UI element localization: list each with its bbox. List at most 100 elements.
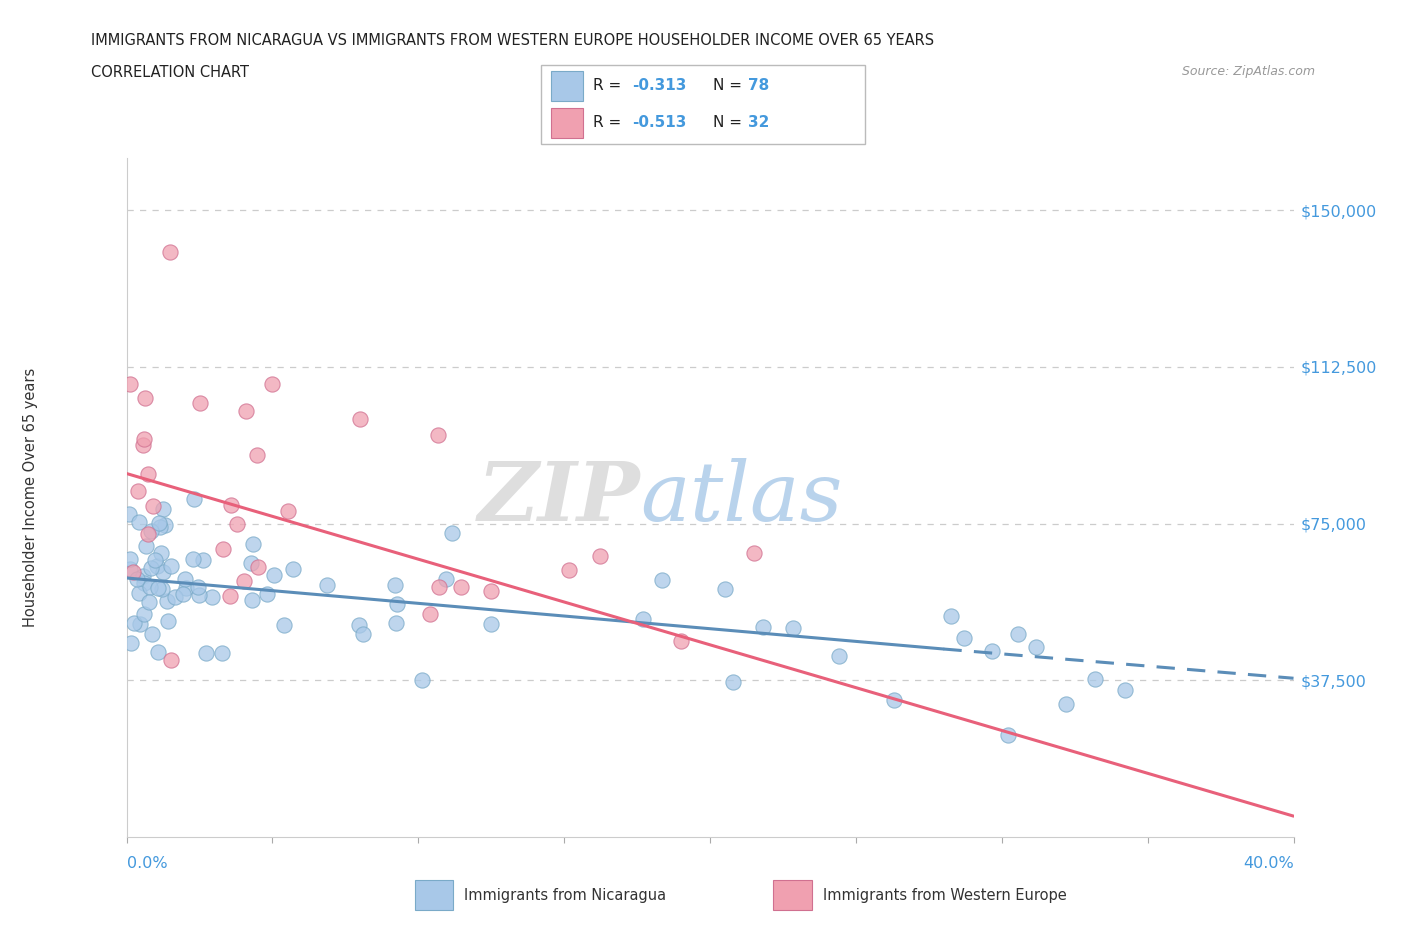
Text: ZIP: ZIP	[478, 458, 640, 538]
Point	[349, 412, 371, 427]
Text: 32: 32	[748, 115, 769, 130]
Point	[246, 447, 269, 462]
Point	[136, 466, 159, 481]
FancyBboxPatch shape	[551, 71, 583, 100]
Point	[149, 546, 172, 561]
Point	[201, 590, 224, 604]
Point	[134, 391, 156, 405]
Text: Source: ZipAtlas.com: Source: ZipAtlas.com	[1181, 65, 1315, 78]
Point	[440, 525, 463, 540]
Point	[127, 484, 149, 498]
Point	[181, 551, 204, 566]
Point	[136, 526, 159, 541]
Point	[160, 559, 183, 574]
Point	[479, 617, 502, 631]
Point	[1025, 640, 1047, 655]
Text: Immigrants from Nicaragua: Immigrants from Nicaragua	[464, 887, 666, 903]
Point	[669, 633, 692, 648]
Point	[128, 515, 150, 530]
Text: N =: N =	[713, 78, 747, 93]
Point	[139, 560, 162, 575]
Text: N =: N =	[713, 115, 747, 130]
Point	[143, 552, 166, 567]
Point	[263, 568, 285, 583]
Point	[557, 563, 579, 578]
Point	[141, 627, 163, 642]
Point	[385, 597, 408, 612]
Point	[262, 377, 284, 392]
Text: 40.0%: 40.0%	[1243, 856, 1294, 870]
Point	[186, 579, 208, 594]
Point	[981, 644, 1004, 658]
Point	[122, 616, 145, 631]
Point	[142, 499, 165, 514]
Point	[721, 674, 744, 689]
Point	[1007, 627, 1029, 642]
Point	[352, 626, 374, 641]
Point	[173, 571, 195, 586]
Point	[211, 541, 233, 556]
Text: R =: R =	[593, 78, 626, 93]
Point	[122, 565, 145, 579]
Point	[434, 571, 457, 586]
Text: Householder Income Over 65 years: Householder Income Over 65 years	[24, 368, 38, 627]
Point	[132, 606, 155, 621]
Point	[247, 560, 270, 575]
Point	[242, 592, 264, 607]
Point	[411, 672, 433, 687]
Point	[188, 588, 211, 603]
Point	[146, 559, 169, 574]
Point	[148, 516, 170, 531]
Point	[385, 616, 408, 631]
Point	[752, 619, 775, 634]
Point	[883, 692, 905, 707]
Point	[132, 568, 155, 583]
Point	[651, 573, 673, 588]
Point	[427, 579, 450, 594]
Point	[714, 581, 737, 596]
Point	[589, 549, 612, 564]
Text: CORRELATION CHART: CORRELATION CHART	[91, 65, 249, 80]
Point	[256, 586, 278, 601]
Point	[172, 587, 194, 602]
FancyBboxPatch shape	[551, 108, 583, 138]
Point	[239, 556, 262, 571]
Point	[242, 537, 264, 551]
Point	[183, 492, 205, 507]
FancyBboxPatch shape	[415, 881, 454, 910]
Point	[1114, 682, 1136, 697]
Point	[148, 580, 170, 595]
Point	[135, 538, 157, 553]
Point	[159, 245, 181, 259]
Point	[211, 645, 233, 660]
Point	[235, 404, 257, 418]
Point	[384, 578, 406, 593]
Point	[159, 652, 181, 667]
Point	[152, 502, 174, 517]
Point	[828, 648, 851, 663]
Point	[118, 377, 141, 392]
Point	[347, 618, 370, 632]
Text: Immigrants from Western Europe: Immigrants from Western Europe	[823, 887, 1066, 903]
FancyBboxPatch shape	[773, 881, 813, 910]
Point	[157, 614, 180, 629]
Point	[163, 589, 186, 604]
Text: atlas: atlas	[640, 458, 842, 538]
Point	[146, 644, 169, 659]
Point	[479, 583, 502, 598]
Text: IMMIGRANTS FROM NICARAGUA VS IMMIGRANTS FROM WESTERN EUROPE HOUSEHOLDER INCOME O: IMMIGRANTS FROM NICARAGUA VS IMMIGRANTS …	[91, 33, 935, 47]
Point	[120, 562, 142, 577]
Text: -0.313: -0.313	[631, 78, 686, 93]
Point	[277, 503, 299, 518]
Point	[997, 728, 1019, 743]
Point	[782, 620, 804, 635]
Point	[742, 546, 765, 561]
Point	[195, 645, 218, 660]
Point	[120, 552, 142, 567]
Point	[134, 432, 156, 446]
Point	[188, 396, 211, 411]
Point	[219, 588, 242, 603]
Point	[273, 618, 295, 632]
Point	[219, 498, 242, 512]
Point	[152, 565, 174, 579]
